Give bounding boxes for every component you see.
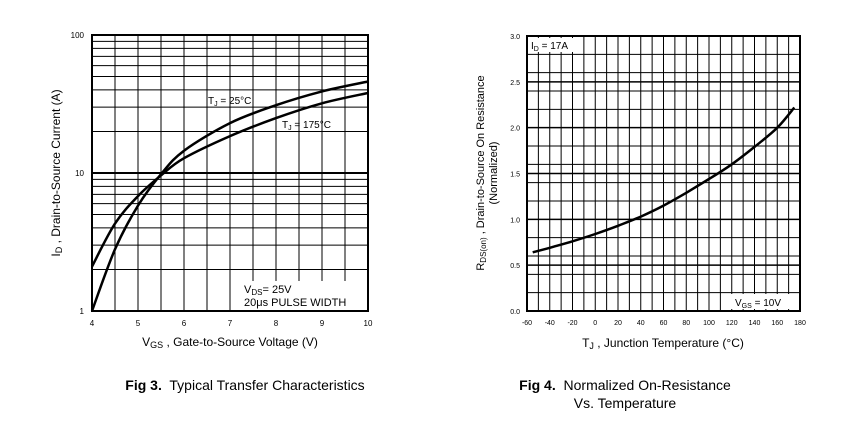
figure3-caption-number: Fig 3. — [125, 377, 162, 393]
chart2-y-tick-label: 2.0 — [510, 126, 520, 133]
chart1-x-tick-label: 8 — [274, 319, 279, 328]
chart2-y-axis-label-line2: (Normalized) — [488, 142, 500, 205]
chart2-x-tick-label: 120 — [726, 320, 738, 327]
chart1-frame — [91, 34, 369, 312]
chart2-annotation-id-box — [529, 38, 581, 52]
chart2-x-tick-label: 40 — [637, 320, 645, 327]
chart1-series-label-175c: TJ = 175°C — [282, 120, 331, 132]
figure3-caption-text: Typical Transfer Characteristics — [169, 377, 365, 393]
chart2-frame — [526, 35, 801, 312]
chart1-x-axis-label: VGS , Gate-to-Source Voltage (V) — [142, 335, 318, 350]
chart2-grid — [527, 36, 800, 311]
chart1-y-tick-label: 100 — [71, 31, 85, 40]
chart2-y-tick-label: 2.5 — [510, 80, 520, 87]
chart2-x-tick-label: -40 — [545, 320, 555, 327]
chart2-x-tick-label: 80 — [682, 320, 690, 327]
chart2-x-tick-label: -20 — [567, 320, 577, 327]
figure4-caption: Fig 4. Normalized On-Resistance Vs. Temp… — [470, 376, 780, 412]
chart1-series-line-175c — [90, 91, 369, 268]
chart2-x-tick-label: 160 — [771, 320, 783, 327]
chart2-series — [532, 106, 796, 254]
chart1-x-tick-label: 9 — [320, 319, 325, 328]
figure4-caption-number: Fig 4. — [519, 377, 556, 393]
chart1-y-tick-label: 1 — [80, 307, 85, 316]
chart2-x-tick-label: 0 — [593, 320, 597, 327]
chart2-x-tick-label: -60 — [522, 320, 532, 327]
chart1-x-tick-label: 10 — [364, 319, 373, 328]
chart1-annotation-box — [238, 281, 366, 310]
chart1-x-tick-label: 5 — [136, 319, 141, 328]
figure4-caption-line2: Vs. Temperature — [573, 395, 677, 411]
chart2-x-axis-label: TJ , Junction Temperature (°C) — [582, 336, 744, 351]
figure4-caption-text: Normalized On-Resistance — [563, 377, 731, 393]
chart1-grid — [92, 35, 368, 311]
chart2-annotation-vgs: VGS = 10V — [735, 298, 781, 310]
chart2-series-line — [532, 106, 796, 254]
chart2-x-tick-label: 140 — [749, 320, 761, 327]
chart1-y-axis-label: ID , Drain-to-Source Current (A) — [49, 89, 64, 256]
chart2-x-tick-labels: -60 -40 -20 0 20 40 60 80 100 120 140 160 180 — [522, 320, 806, 327]
chart1-y-tick-label: 10 — [75, 169, 84, 178]
chart1-series — [90, 80, 369, 312]
on-resistance-chart: -60 -40 -20 0 20 40 60 80 100 120 140 160 180 0.0 0.5… — [475, 34, 806, 351]
chart2-x-tick-label: 100 — [703, 320, 715, 327]
chart1-x-tick-label: 4 — [90, 319, 95, 328]
chart2-y-tick-labels: 0.0 0.5 1.0 1.5 2.0 2.5 3.0 — [510, 34, 520, 316]
chart2-y-tick-label: 0.5 — [510, 263, 520, 270]
chart1-x-tick-label: 6 — [182, 319, 187, 328]
chart2-annotation-vgs-box — [729, 294, 798, 309]
chart2-y-tick-label: 3.0 — [510, 34, 520, 41]
chart2-annotation-id: ID = 17A — [531, 41, 568, 53]
chart2-y-tick-label: 1.0 — [510, 217, 520, 224]
chart1-x-tick-labels: 4 5 6 7 8 9 10 — [90, 319, 373, 328]
chart2-x-tick-label: 20 — [614, 320, 622, 327]
chart2-x-tick-label: 60 — [660, 320, 668, 327]
chart2-x-tick-label: 180 — [794, 320, 806, 327]
chart1-x-tick-label: 7 — [228, 319, 233, 328]
chart2-y-tick-label: 0.0 — [510, 309, 520, 316]
chart2-y-axis-label: RDS(on) , Drain-to-Source On Resistance — [475, 75, 488, 270]
chart2-y-tick-label: 1.5 — [510, 172, 520, 179]
chart1-y-tick-labels: 1 10 100 — [71, 31, 85, 316]
figure3-caption: Fig 3. Typical Transfer Characteristics — [60, 376, 430, 394]
chart1-annotation-pulse: 20μs PULSE WIDTH — [244, 297, 346, 309]
chart1-series-label-25c: TJ = 25°C — [208, 96, 251, 108]
chart1-annotation-vds: VDS= 25V — [244, 284, 292, 297]
chart1-series-line-25c — [90, 80, 369, 312]
transfer-characteristics-chart: 4 5 6 7 8 9 10 1 10 100 TJ = 25°C TJ = 175°C VDS… — [49, 31, 373, 350]
